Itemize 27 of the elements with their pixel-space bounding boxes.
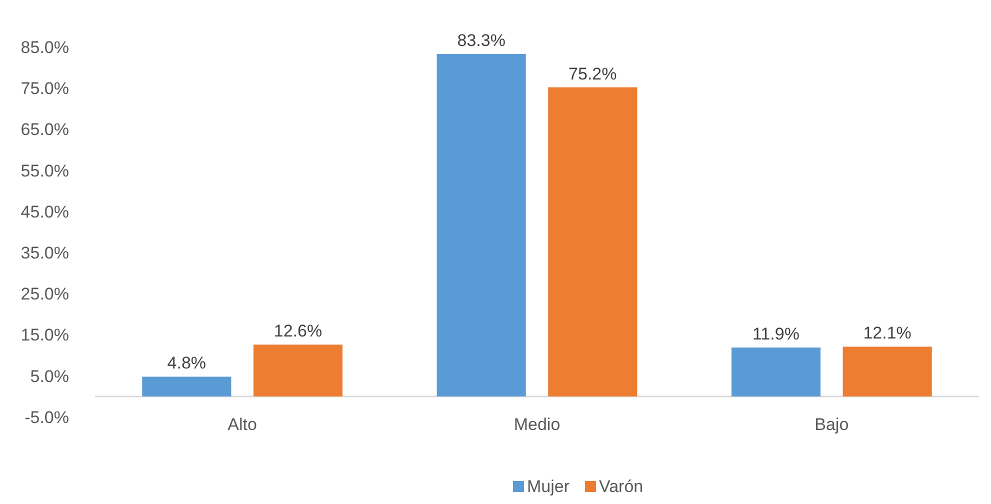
y-tick-label: 35.0%: [20, 244, 69, 263]
data-label: 12.1%: [863, 324, 912, 343]
bar: [731, 348, 821, 396]
data-label: 83.3%: [457, 30, 506, 50]
x-tick-label: Alto: [228, 414, 257, 434]
y-tick-label: 25.0%: [20, 284, 69, 304]
bar: [436, 54, 526, 396]
y-tick-label: 15.0%: [20, 326, 69, 345]
data-label: 75.2%: [568, 64, 617, 84]
bar: [842, 346, 932, 396]
y-tick-label: -5.0%: [24, 408, 69, 427]
y-tick-label: 55.0%: [20, 161, 69, 180]
y-tick-label: 5.0%: [30, 366, 69, 386]
data-label: 4.8%: [167, 354, 206, 373]
data-label: 11.9%: [752, 324, 800, 344]
data-label: 12.6%: [274, 322, 322, 341]
y-tick-label: 65.0%: [20, 120, 69, 140]
x-tick-label: Bajo: [814, 414, 849, 434]
y-tick-label: 75.0%: [20, 79, 69, 98]
y-tick-label: 45.0%: [20, 202, 69, 222]
legend-label: Varón: [599, 477, 644, 496]
y-tick-label: 85.0%: [20, 38, 69, 57]
bar: [253, 344, 343, 396]
x-tick-label: Medio: [514, 414, 560, 434]
bar: [142, 376, 232, 396]
bar: [548, 87, 638, 396]
legend-label: Mujer: [527, 477, 570, 496]
